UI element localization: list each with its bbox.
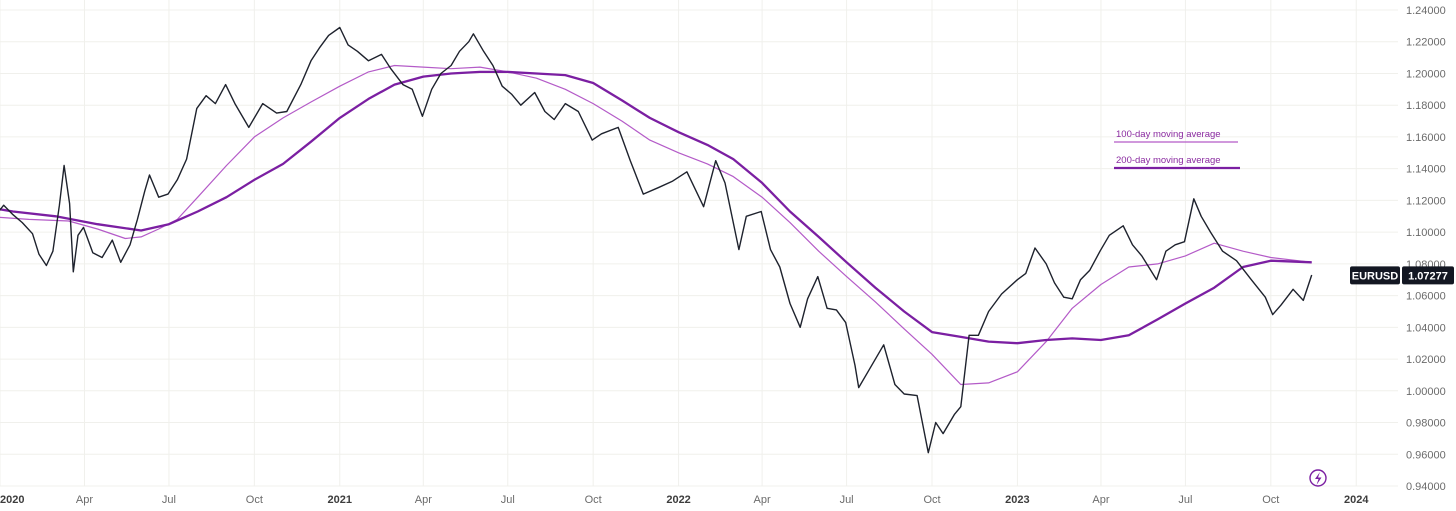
y-tick-label: 0.94000	[1406, 481, 1446, 493]
x-tick-label: Apr	[754, 494, 771, 506]
series-line-ma100	[0, 64, 1312, 386]
x-tick-label: Jul	[840, 494, 854, 506]
y-tick-label: 1.10000	[1406, 227, 1446, 239]
x-tick-label: 2022	[666, 494, 690, 506]
price-badge	[1402, 266, 1454, 285]
legend-label-ma100: 100-day moving average	[1116, 129, 1221, 140]
x-tick-label: Apr	[415, 494, 432, 506]
bolt-glyph	[1315, 472, 1322, 485]
y-tick-label: 1.12000	[1406, 195, 1446, 207]
last-price-badge: EURUSD 1.07277	[1350, 266, 1454, 285]
lightning-bolt-icon[interactable]	[1309, 469, 1327, 487]
legend-label-ma200: 200-day moving average	[1116, 155, 1221, 166]
y-tick-label: 1.18000	[1406, 100, 1446, 112]
time-axis[interactable]: 2020 Apr Jul Oct 2021 Apr Jul Oct 2022 Apr Jul Oct 2…	[0, 494, 1369, 506]
grid-lines	[0, 0, 1398, 487]
x-tick-label: Oct	[923, 494, 940, 506]
y-tick-label: 1.24000	[1406, 5, 1446, 17]
price-axis[interactable]: 1.24000 1.22000 1.20000 1.18000 1.16000 1.140…	[1406, 5, 1446, 493]
x-tick-label: 2023	[1005, 494, 1029, 506]
series-line-ma200	[0, 70, 1312, 345]
x-tick-label: 2021	[328, 494, 352, 506]
x-tick-label: Oct	[1262, 494, 1279, 506]
x-tick-label: Jul	[1178, 494, 1192, 506]
x-tick-label: Jul	[162, 494, 176, 506]
y-tick-label: 1.06000	[1406, 291, 1446, 303]
y-tick-label: 0.96000	[1406, 449, 1446, 461]
y-tick-label: 1.04000	[1406, 322, 1446, 334]
x-tick-label: Jul	[501, 494, 515, 506]
y-tick-label: 1.14000	[1406, 164, 1446, 176]
symbol-badge	[1350, 266, 1400, 285]
x-tick-label: 2020	[0, 494, 24, 506]
series-layer	[0, 26, 1313, 454]
x-tick-label: Oct	[246, 494, 263, 506]
x-tick-label: Oct	[585, 494, 602, 506]
y-tick-label: 1.22000	[1406, 37, 1446, 49]
y-tick-label: 1.16000	[1406, 132, 1446, 144]
x-tick-label: Apr	[1092, 494, 1109, 506]
x-tick-label: Apr	[76, 494, 93, 506]
y-tick-label: 0.98000	[1406, 418, 1446, 430]
y-tick-label: 1.00000	[1406, 386, 1446, 398]
symbol-label: EURUSD	[1352, 270, 1399, 282]
legend: 100-day moving average 200-day moving ave…	[1114, 129, 1240, 170]
last-price-label: 1.07277	[1408, 270, 1448, 282]
y-tick-label: 1.20000	[1406, 68, 1446, 80]
x-tick-label: 2024	[1344, 494, 1369, 506]
series-line-price	[0, 26, 1313, 454]
y-tick-label: 1.02000	[1406, 354, 1446, 366]
